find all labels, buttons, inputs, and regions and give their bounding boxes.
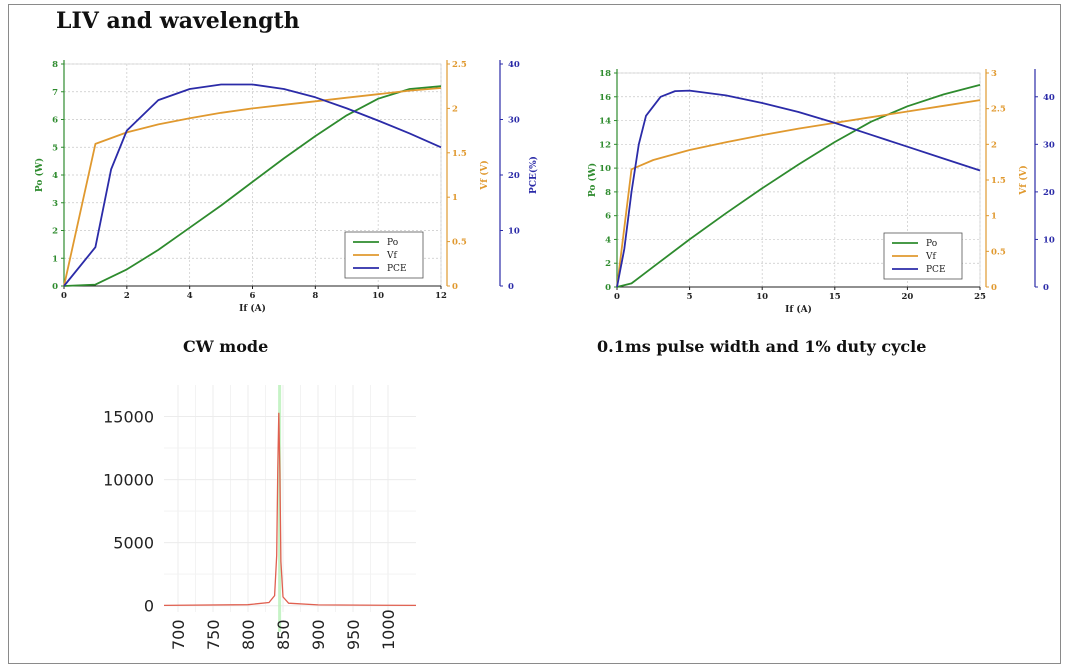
po-axis-label: Po (W) [587,163,598,197]
vf-tick-label: 2 [991,140,997,150]
x-tick-label: 850 [274,619,293,650]
po-tick-label: 8 [52,60,58,70]
pce-tick-label: 30 [1043,140,1055,150]
page-title: LIV and wavelength [56,8,300,34]
spectrum-line [163,412,417,607]
po-tick-label: 4 [605,235,611,245]
x-tick-label: 5 [687,292,693,302]
po-tick-label: 10 [599,164,611,174]
x-tick-label: 700 [169,619,188,650]
pce-tick-label: 10 [508,227,520,237]
y-tick-label: 5000 [113,534,154,553]
slide-frame [8,4,1061,664]
po-tick-label: 12 [599,140,611,150]
chart-spectrum: 0 5000 10000 15000 700 750 800 850 900 950 1000 [103,385,417,650]
vf-tick-label: 1 [991,212,997,222]
pce-tick-label: 40 [508,60,520,70]
po-tick-label: 6 [605,212,611,222]
y-tick-label: 15000 [103,408,154,427]
pce-tick-label: 0 [508,282,514,292]
vf-axis-label: Vf (V) [1018,165,1029,196]
caption-cw: CW mode [183,337,269,356]
po-tick-label: 2 [605,259,611,269]
peak-band [278,385,282,632]
vf-tick-label: 2.5 [452,60,467,70]
pce-tick-label: 0 [1043,283,1049,293]
series-line-po [63,85,442,287]
vf-axis-label: Vf (V) [479,160,490,191]
vf-tick-label: 0.5 [452,238,467,248]
x-axis-label: If (A) [785,304,812,315]
x-tick-label: 10 [372,291,384,301]
x-axis-label: If (A) [239,303,266,314]
vf-tick-label: 1.5 [452,149,467,159]
po-tick-label: 16 [599,93,611,103]
x-tick-label: 8 [312,291,318,301]
legend-label-po: Po [387,238,398,248]
po-tick-label: 8 [605,188,611,198]
y-tick-label: 0 [144,597,154,616]
vf-tick-label: 2 [452,104,458,114]
pce-tick-label: 20 [1043,188,1055,198]
po-tick-label: 7 [52,88,58,98]
series-line-pce [63,83,442,287]
y-tick-label: 10000 [103,471,154,490]
vf-tick-label: 2.5 [991,105,1006,115]
pce-tick-label: 10 [1043,235,1055,245]
pce-tick-label: 30 [508,116,520,126]
vf-tick-label: 0 [991,283,997,293]
legend-label-po: Po [926,239,937,249]
po-tick-label: 4 [52,171,58,181]
po-tick-label: 18 [599,69,611,79]
x-tick-label: 6 [250,291,256,301]
vf-tick-label: 0 [452,282,458,292]
vf-tick-label: 3 [991,69,997,79]
vf-tick-label: 1 [452,193,458,203]
po-tick-label: 6 [52,116,58,126]
legend-label-vf: Vf [925,252,936,262]
po-tick-label: 2 [52,227,58,237]
x-tick-label: 800 [239,619,258,650]
caption-pulse: 0.1ms pulse width and 1% duty cycle [597,337,927,356]
x-tick-label: 1000 [379,609,398,650]
pce-axis-label: PCE(%) [528,156,539,194]
vf-tick-label: 1.5 [991,176,1006,186]
x-tick-label: 750 [204,619,223,650]
pce-tick-label: 20 [508,171,520,181]
x-tick-label: 10 [756,292,768,302]
x-tick-label: 0 [61,291,67,301]
vf-tick-label: 0.5 [991,247,1006,257]
series-line-pce [616,89,981,288]
po-tick-label: 0 [605,283,611,293]
series-line-po [616,84,981,288]
po-tick-label: 5 [52,143,58,153]
series-line-vf [616,99,981,288]
po-tick-label: 0 [52,282,58,292]
x-tick-label: 2 [124,291,130,301]
legend-label-pce: PCE [387,264,407,274]
x-tick-label: 4 [187,291,193,301]
legend-label-vf: Vf [386,251,397,261]
pce-tick-label: 40 [1043,93,1055,103]
po-axis-label: Po (W) [34,158,45,192]
x-tick-label: 950 [344,619,363,650]
po-tick-label: 14 [599,117,611,127]
x-tick-label: 20 [901,292,913,302]
po-tick-label: 1 [52,254,58,264]
x-tick-label: 12 [435,291,447,301]
x-tick-label: 900 [309,619,328,650]
x-tick-label: 15 [829,292,841,302]
po-tick-label: 3 [52,199,58,209]
x-tick-label: 25 [974,292,986,302]
x-tick-label: 0 [614,292,620,302]
legend-label-pce: PCE [926,265,946,275]
